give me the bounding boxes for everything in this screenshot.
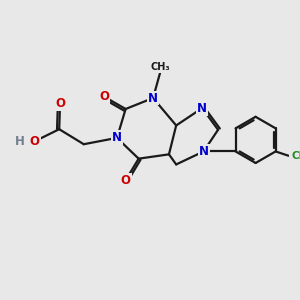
Text: N: N xyxy=(199,145,208,158)
Text: O: O xyxy=(121,174,130,187)
Text: Cl: Cl xyxy=(291,151,300,161)
Text: H: H xyxy=(15,135,25,148)
Text: CH₃: CH₃ xyxy=(151,62,170,72)
Text: N: N xyxy=(197,102,207,115)
Text: O: O xyxy=(55,97,65,110)
Text: O: O xyxy=(30,135,40,148)
Text: N: N xyxy=(148,92,158,104)
Text: O: O xyxy=(99,90,109,103)
Text: N: N xyxy=(112,131,122,144)
